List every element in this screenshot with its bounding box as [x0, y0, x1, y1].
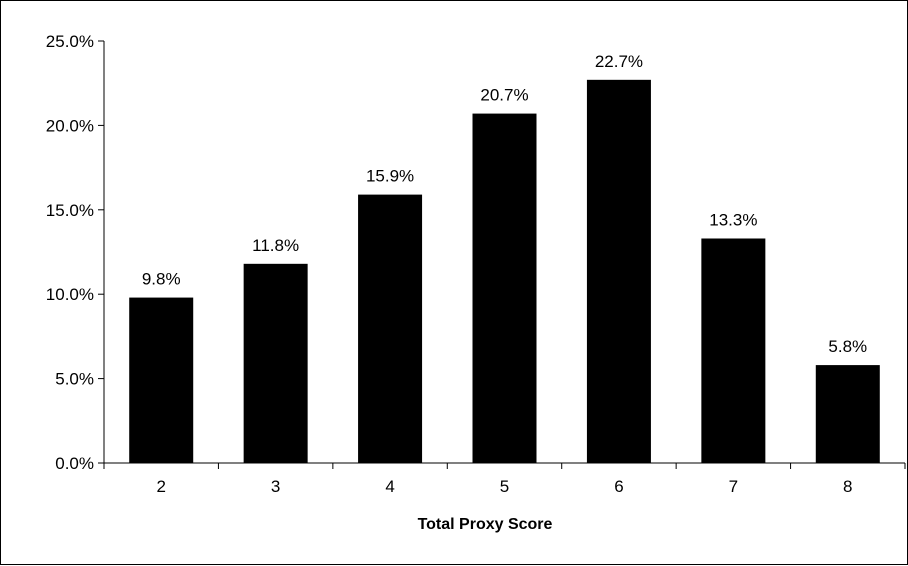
- x-tick-label: 7: [729, 477, 738, 496]
- bar-value-label: 11.8%: [252, 236, 299, 255]
- bar: [472, 113, 537, 464]
- y-tick-label: 10.0%: [46, 285, 94, 304]
- bar: [358, 194, 423, 463]
- x-tick-label: 5: [500, 477, 509, 496]
- y-tick-label: 5.0%: [55, 370, 94, 389]
- y-axis: 0.0% 5.0% 10.0% 15.0% 20.0% 25.0%: [46, 32, 105, 473]
- bar: [586, 79, 651, 463]
- data-labels: 9.8% 11.8% 15.9% 20.7% 22.7% 13.3% 5.8%: [142, 52, 867, 356]
- x-axis: 2 3 4 5 6 7 8: [103, 462, 906, 496]
- y-tick-label: 20.0%: [46, 116, 94, 135]
- x-tick-label: 2: [156, 477, 165, 496]
- bar: [701, 238, 766, 463]
- bar-value-label: 20.7%: [480, 86, 528, 105]
- bar: [243, 263, 308, 463]
- x-tick-label: 4: [385, 477, 394, 496]
- y-tick-label: 15.0%: [46, 201, 94, 220]
- x-tick-label: 8: [843, 477, 852, 496]
- bar-value-label: 5.8%: [828, 337, 867, 356]
- y-tick-label: 0.0%: [55, 454, 94, 473]
- bar-value-label: 9.8%: [142, 270, 181, 289]
- x-axis-title: Total Proxy Score: [418, 516, 553, 533]
- bar: [129, 297, 194, 463]
- bar-value-label: 13.3%: [709, 210, 757, 229]
- y-tick-label: 25.0%: [46, 32, 94, 51]
- bars: [129, 79, 880, 464]
- bar-value-label: 15.9%: [366, 167, 414, 186]
- x-tick-label: 6: [614, 477, 623, 496]
- bar-value-label: 22.7%: [595, 52, 643, 71]
- x-tick-label: 3: [271, 477, 280, 496]
- bar: [815, 365, 880, 463]
